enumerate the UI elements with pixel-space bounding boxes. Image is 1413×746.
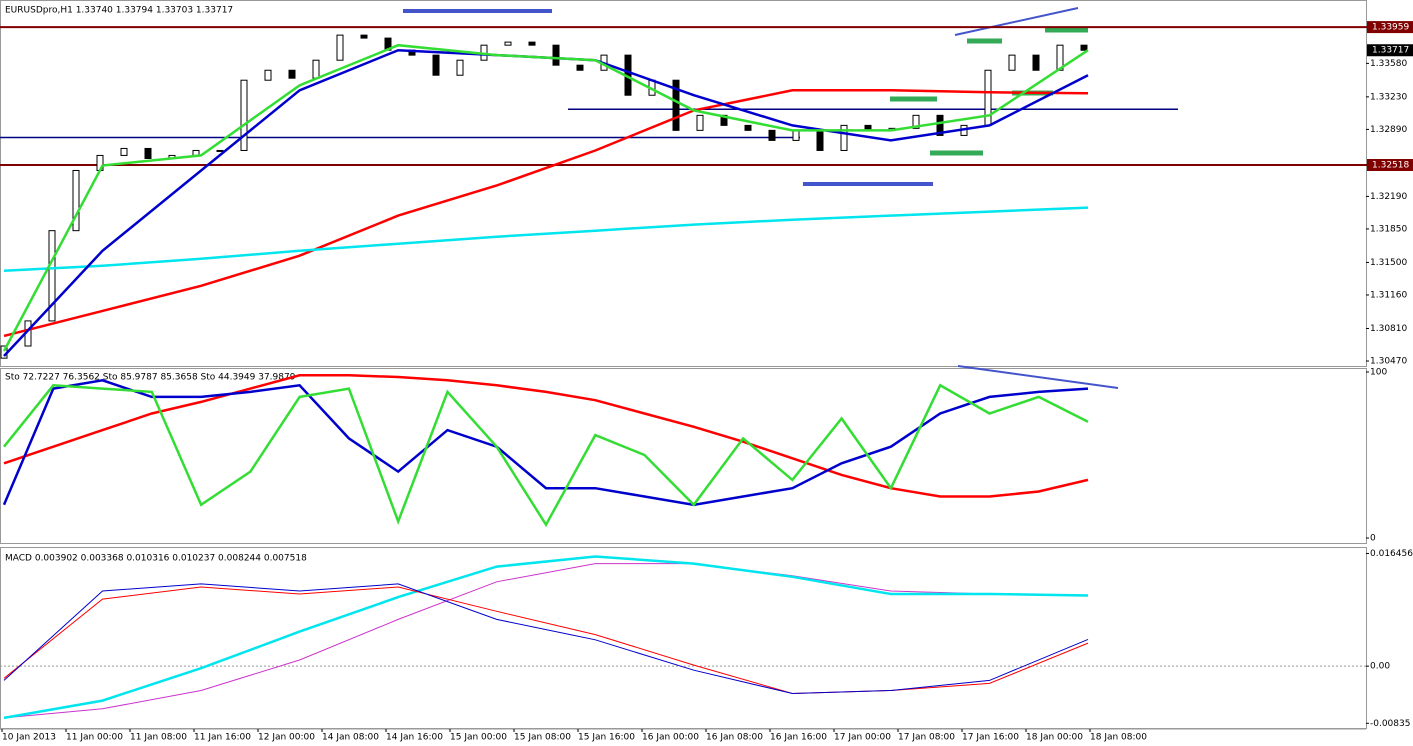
x-tick-label: 16 Jan 16:00 (770, 733, 827, 743)
candle (576, 64, 584, 71)
indicator-line (3, 89, 1089, 338)
x-tick-label: 12 Jan 00:00 (258, 733, 315, 743)
candle (360, 34, 368, 39)
indicator-line (3, 555, 1089, 720)
x-tick-label: 15 Jan 08:00 (514, 733, 571, 743)
y-tick-label: 1.33230 (1370, 92, 1407, 102)
candle (552, 44, 560, 66)
indicator-line (2, 43, 1089, 352)
candle (1032, 54, 1040, 71)
macd-title: MACD 0.003902 0.003368 0.010316 0.010237… (5, 554, 307, 564)
x-tick-label: 11 Jan 08:00 (130, 733, 187, 743)
indicator-line (3, 383, 1089, 528)
x-tick-label: 15 Jan 16:00 (578, 733, 635, 743)
x-tick-label: 18 Jan 00:00 (1026, 733, 1083, 743)
x-tick-label: 14 Jan 08:00 (322, 733, 379, 743)
candle (816, 129, 824, 151)
main-panel (0, 0, 1367, 367)
y-tick-label: 1.32890 (1370, 125, 1407, 135)
y-tick-label: 100 (1370, 367, 1387, 377)
price-label-box (1367, 44, 1413, 57)
candle (1056, 44, 1064, 71)
drawn-line (957, 365, 1119, 389)
candle (72, 169, 80, 232)
x-tick-label: 10 Jan 2013 (2, 733, 56, 743)
candle (288, 69, 296, 79)
y-tick-label: 1.31500 (1370, 258, 1407, 268)
y-tick-label: 0.016456 (1370, 549, 1413, 559)
x-tick-label: 15 Jan 00:00 (450, 733, 507, 743)
x-tick-label: 11 Jan 00:00 (66, 733, 123, 743)
x-tick-label: 14 Jan 16:00 (386, 733, 443, 743)
y-tick-label: 1.31160 (1370, 290, 1407, 300)
x-tick-label: 17 Jan 08:00 (898, 733, 955, 743)
candle (840, 124, 848, 151)
candle (264, 69, 272, 81)
y-tick-label: 0 (1370, 534, 1376, 544)
indicator-line (3, 206, 1089, 273)
y-tick-label: -0.00835 (1370, 719, 1410, 729)
x-tick-label: 11 Jan 16:00 (194, 733, 251, 743)
candle (528, 41, 536, 46)
candle (144, 147, 152, 159)
candle (696, 114, 704, 131)
candle (240, 79, 248, 151)
y-tick-label: 1.30470 (1370, 357, 1407, 367)
candle (936, 114, 944, 136)
candle (48, 230, 56, 322)
price-label-box (1367, 159, 1413, 172)
main-title: EURUSDpro,H1 1.33740 1.33794 1.33703 1.3… (5, 6, 233, 16)
y-tick-label: 1.32190 (1370, 192, 1407, 202)
candle (432, 54, 440, 76)
x-tick-label: 17 Jan 00:00 (834, 733, 891, 743)
price-label: 1.33717 (1372, 46, 1409, 56)
price-label-box (1367, 21, 1413, 34)
x-tick-label: 18 Jan 08:00 (1090, 733, 1147, 743)
candle (744, 124, 752, 131)
price-label: 1.33959 (1372, 23, 1409, 33)
y-tick-label: 1.30810 (1370, 324, 1407, 334)
candle (120, 147, 128, 156)
drawn-line (954, 7, 1079, 36)
candle (768, 129, 776, 141)
indicator-line (2, 379, 1089, 507)
candle (216, 149, 224, 152)
x-tick-label: 16 Jan 08:00 (706, 733, 763, 743)
indicator-line (3, 583, 1089, 695)
y-tick-label: 0.00 (1370, 662, 1390, 672)
candle (312, 59, 320, 79)
candle (912, 114, 920, 129)
x-tick-label: 17 Jan 16:00 (962, 733, 1019, 743)
candle (1080, 44, 1088, 51)
candle (792, 129, 800, 141)
price-label: 1.32518 (1372, 161, 1409, 171)
y-tick-label: 1.31850 (1370, 224, 1407, 234)
x-tick-label: 16 Jan 00:00 (642, 733, 699, 743)
candle (504, 41, 512, 46)
y-tick-label: 1.33580 (1370, 59, 1407, 69)
candle (1008, 54, 1016, 71)
stoch-title: Sto 72.7227 76.3562 Sto 85.9787 85.3658 … (5, 373, 296, 383)
indicator-line (3, 563, 1089, 719)
candle (672, 79, 680, 131)
indicator-line (3, 374, 1089, 498)
stoch-panel (0, 368, 1367, 544)
candle (336, 34, 344, 61)
candle (456, 59, 464, 76)
